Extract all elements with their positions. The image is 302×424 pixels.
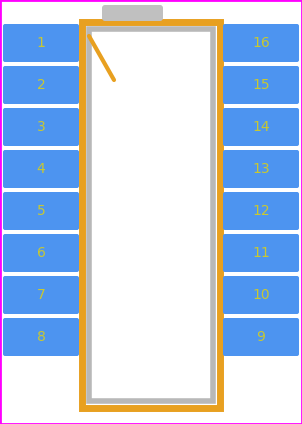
Text: 15: 15 (252, 78, 270, 92)
Text: 4: 4 (37, 162, 45, 176)
FancyBboxPatch shape (3, 66, 79, 104)
Bar (82, 22, 220, 408)
FancyBboxPatch shape (223, 24, 299, 62)
Text: 13: 13 (252, 162, 270, 176)
FancyBboxPatch shape (223, 276, 299, 314)
FancyBboxPatch shape (223, 234, 299, 272)
Text: 14: 14 (252, 120, 270, 134)
FancyBboxPatch shape (3, 276, 79, 314)
Text: 6: 6 (37, 246, 45, 260)
Text: 12: 12 (252, 204, 270, 218)
FancyBboxPatch shape (3, 318, 79, 356)
Text: 10: 10 (252, 288, 270, 302)
Text: 9: 9 (257, 330, 265, 344)
FancyBboxPatch shape (3, 234, 79, 272)
FancyBboxPatch shape (3, 24, 79, 62)
Text: 8: 8 (37, 330, 45, 344)
FancyBboxPatch shape (223, 66, 299, 104)
Text: 1: 1 (37, 36, 45, 50)
Text: 16: 16 (252, 36, 270, 50)
FancyBboxPatch shape (102, 5, 163, 21)
FancyBboxPatch shape (223, 150, 299, 188)
FancyBboxPatch shape (223, 108, 299, 146)
FancyBboxPatch shape (3, 108, 79, 146)
FancyBboxPatch shape (223, 318, 299, 356)
Bar (89, 29, 213, 401)
Text: 7: 7 (37, 288, 45, 302)
Text: 3: 3 (37, 120, 45, 134)
Text: 11: 11 (252, 246, 270, 260)
Text: 5: 5 (37, 204, 45, 218)
FancyBboxPatch shape (3, 192, 79, 230)
FancyBboxPatch shape (3, 150, 79, 188)
FancyBboxPatch shape (223, 192, 299, 230)
Text: 2: 2 (37, 78, 45, 92)
